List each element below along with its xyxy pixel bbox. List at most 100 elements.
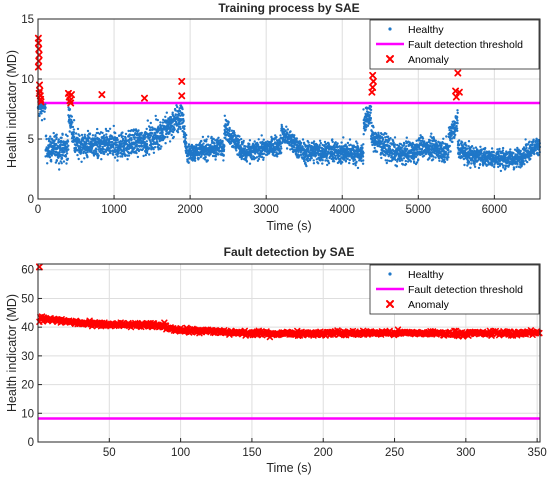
healthy-point: [263, 139, 265, 141]
x-tick-label: 5000: [406, 204, 432, 216]
healthy-point: [522, 160, 524, 162]
healthy-point: [456, 122, 458, 124]
healthy-point: [376, 151, 378, 153]
healthy-point: [141, 132, 143, 134]
healthy-point: [246, 160, 248, 162]
healthy-point: [114, 156, 116, 158]
healthy-point: [480, 149, 482, 151]
healthy-point: [118, 149, 120, 151]
x-tick-label: 6000: [482, 204, 508, 216]
healthy-point: [173, 136, 175, 138]
healthy-point: [188, 143, 190, 145]
healthy-point: [386, 162, 388, 164]
healthy-point: [362, 152, 364, 154]
healthy-point: [498, 148, 500, 150]
y-tick-label: 5: [28, 134, 34, 146]
healthy-point: [160, 145, 162, 147]
healthy-point: [182, 114, 184, 116]
healthy-point: [205, 138, 207, 140]
healthy-point: [184, 137, 186, 139]
healthy-point: [258, 138, 260, 140]
healthy-point: [248, 143, 250, 145]
healthy-point: [83, 157, 85, 159]
healthy-point: [217, 153, 219, 155]
healthy-point: [243, 140, 245, 142]
healthy-point: [66, 143, 68, 145]
healthy-point: [134, 136, 136, 138]
healthy-point: [348, 162, 350, 164]
healthy-point: [207, 159, 209, 161]
healthy-point: [73, 119, 75, 121]
healthy-point: [307, 160, 309, 162]
healthy-point: [158, 144, 160, 146]
healthy-point: [458, 144, 460, 146]
healthy-point: [125, 133, 127, 135]
healthy-point: [100, 152, 102, 154]
healthy-point: [190, 150, 192, 152]
healthy-point: [313, 140, 315, 142]
x-tick-label: 4000: [329, 204, 355, 216]
healthy-point: [347, 142, 349, 144]
healthy-point: [502, 166, 504, 168]
healthy-point: [468, 140, 470, 142]
healthy-point: [465, 145, 467, 147]
healthy-point: [254, 140, 256, 142]
healthy-point: [46, 162, 48, 164]
healthy-point: [370, 122, 372, 124]
healthy-point: [456, 109, 458, 111]
healthy-point: [103, 134, 105, 136]
healthy-point: [40, 112, 42, 114]
healthy-point: [87, 130, 89, 132]
healthy-point: [221, 140, 223, 142]
healthy-point: [56, 134, 58, 136]
healthy-point: [406, 137, 408, 139]
healthy-point: [458, 139, 460, 141]
healthy-point: [512, 152, 514, 154]
healthy-point: [502, 149, 504, 151]
healthy-point: [447, 149, 449, 151]
healthy-point: [328, 143, 330, 145]
healthy-point: [66, 152, 68, 154]
healthy-point: [470, 162, 472, 164]
healthy-point: [114, 132, 116, 134]
healthy-point: [403, 143, 405, 145]
healthy-point: [148, 153, 150, 155]
healthy-point: [185, 142, 187, 144]
healthy-point: [157, 119, 159, 121]
healthy-point: [142, 155, 144, 157]
healthy-point: [293, 134, 295, 136]
healthy-point: [180, 128, 182, 130]
healthy-point: [103, 153, 105, 155]
healthy-point: [172, 112, 174, 114]
healthy-point: [65, 162, 67, 164]
healthy-point: [177, 128, 179, 130]
healthy-point: [146, 143, 148, 145]
healthy-point: [235, 149, 237, 151]
healthy-point: [276, 155, 278, 157]
healthy-point: [101, 132, 103, 134]
healthy-point: [311, 157, 313, 159]
healthy-point: [159, 148, 161, 150]
healthy-point: [146, 128, 148, 130]
healthy-point: [126, 158, 128, 160]
legend-label: Anomaly: [408, 54, 450, 66]
healthy-point: [45, 138, 47, 140]
healthy-point: [121, 155, 123, 157]
healthy-point: [166, 136, 168, 138]
healthy-point: [372, 126, 374, 128]
healthy-point: [328, 162, 330, 164]
healthy-point: [471, 145, 473, 147]
healthy-point: [275, 136, 277, 138]
healthy-point: [117, 139, 119, 141]
healthy-point: [149, 129, 151, 131]
healthy-point: [422, 137, 424, 139]
healthy-point: [440, 144, 442, 146]
healthy-point: [107, 153, 109, 155]
healthy-point: [362, 159, 364, 161]
healthy-point: [279, 134, 281, 136]
healthy-point: [176, 106, 178, 108]
healthy-point: [504, 167, 506, 169]
x-tick-label: 1000: [101, 204, 127, 216]
healthy-point: [200, 140, 202, 142]
healthy-point: [45, 135, 47, 137]
